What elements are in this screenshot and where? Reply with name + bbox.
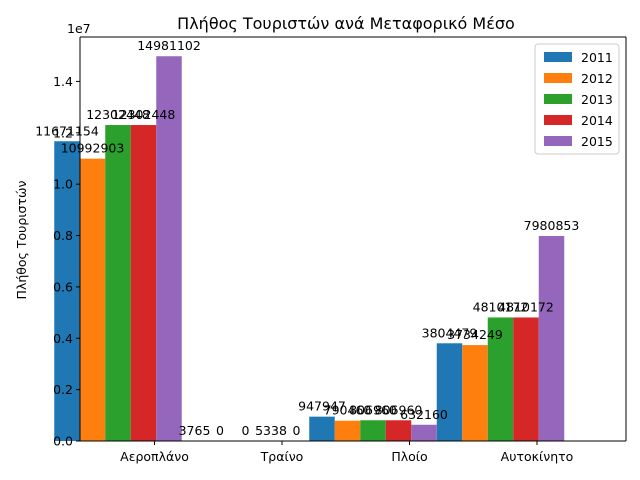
bar-2013-2	[360, 420, 386, 441]
data-label-2013-2: 806960	[349, 402, 397, 417]
legend-swatch-2011	[544, 52, 572, 62]
bar-2011-0	[54, 141, 80, 441]
legend-swatch-2014	[544, 115, 572, 125]
y-tick-label: 0.2	[53, 382, 73, 397]
y-tick-label: 1.4	[53, 74, 73, 89]
bar-2015-2	[411, 424, 437, 441]
data-label-2012-3: 3734249	[447, 327, 503, 342]
y-tick-label: 0.4	[53, 331, 73, 346]
bar-2014-2	[385, 420, 412, 441]
data-label-2011-3: 3804479	[422, 325, 478, 340]
axes-group: 0.0 0.2 0.4 0.6 0.8 1.0 1.2 1.4 Αεροπλάνο Τραίνο Π…	[53, 36, 627, 464]
data-label-2012-2: 790460	[324, 403, 372, 418]
y-tick-label: 0.8	[53, 228, 73, 243]
data-label-2015-3: 7980853	[524, 218, 580, 233]
bar-2011-2	[309, 416, 335, 441]
x-tick-label: Αυτοκίνητο	[501, 449, 574, 464]
legend: 2011 2012 2013 2014 2015	[534, 43, 620, 155]
bar-2015-0	[156, 56, 182, 442]
legend-swatch-2015	[544, 136, 572, 146]
bars-group	[54, 56, 565, 442]
y-offset-label: 1e7	[67, 21, 91, 36]
legend-label-2012: 2012	[581, 71, 613, 86]
data-label-2015-2: 632160	[400, 407, 448, 422]
y-tick-label: 1.2	[53, 125, 73, 140]
bar-2013-0	[105, 125, 131, 441]
data-label-2015-1: 0	[293, 423, 301, 438]
data-label-2012-0: 10992903	[61, 141, 125, 156]
bar-2012-0	[79, 158, 106, 442]
data-label-2011-1: 3765	[179, 423, 211, 438]
data-label-2015-0: 14981102	[137, 38, 201, 53]
data-label-2014-0: 12302448	[112, 107, 176, 122]
bar-2014-3	[513, 317, 539, 441]
y-tick-label: 1.0	[53, 177, 73, 192]
legend-swatch-2012	[544, 73, 572, 83]
y-tick-label: 0.6	[53, 279, 73, 294]
bar-2012-2	[334, 420, 361, 441]
x-tick-label: Πλοίο	[391, 449, 427, 464]
data-label-2014-2: 806960	[375, 402, 423, 417]
data-label-2014-1: 5338	[255, 423, 287, 438]
legend-label-2014: 2014	[581, 113, 613, 128]
data-label-2011-0: 11671154	[35, 123, 99, 138]
legend-frame	[534, 43, 620, 155]
data-label-2013-0: 12302448	[86, 107, 150, 122]
x-tick-label: Τραίνο	[260, 449, 304, 464]
bar-2015-3	[538, 236, 565, 441]
chart-title: Πλήθος Τουριστών ανά Μεταφορικό Μέσο	[177, 14, 515, 33]
data-labels-group: 11671154 3765 947947 3804479 10992903 0 790460…	[35, 38, 579, 438]
legend-swatch-2013	[544, 94, 572, 104]
legend-label-2013: 2013	[581, 92, 613, 107]
data-label-2013-3: 4810172	[473, 299, 529, 314]
data-label-2011-2: 947947	[298, 399, 346, 414]
bar-2013-3	[487, 317, 514, 441]
y-tick-label: 0.0	[53, 434, 73, 449]
data-label-2013-1: 0	[242, 423, 250, 438]
data-label-2014-3: 4810172	[498, 299, 554, 314]
legend-label-2015: 2015	[581, 134, 613, 149]
bar-2012-3	[462, 345, 488, 441]
x-tick-label: Αεροπλάνο	[120, 449, 189, 464]
bar-2014-0	[130, 125, 157, 441]
bar-2011-3	[436, 343, 463, 441]
legend-label-2011: 2011	[581, 50, 613, 65]
y-axis-label: Πλήθος Τουριστών	[14, 181, 29, 300]
data-label-2012-1: 0	[216, 423, 224, 438]
